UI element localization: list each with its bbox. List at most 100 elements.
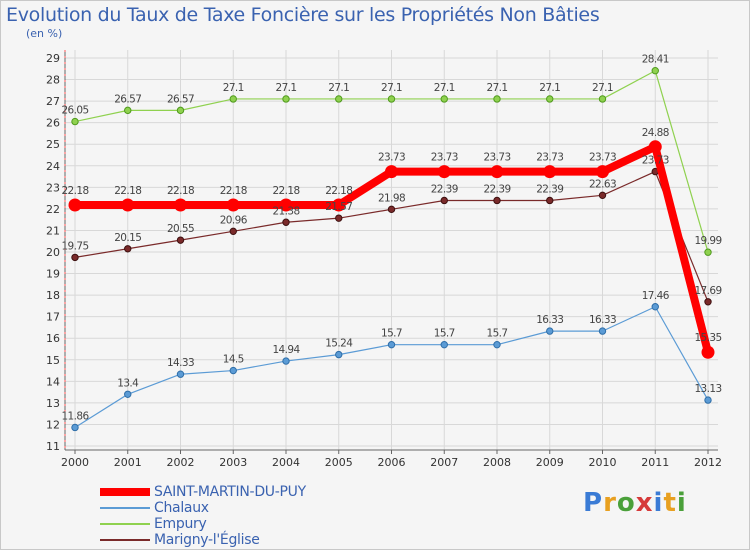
- y-tick-label: 18: [46, 289, 60, 302]
- line-chart: 11 12 13 14 15 16 17 18 19 20 21 22 23 24 25 26 27 28 29 20…: [46, 50, 722, 469]
- series-point: [387, 205, 396, 214]
- y-tick-label: 17: [46, 311, 60, 324]
- series-point: [124, 245, 132, 253]
- y-tick-label: 19: [46, 268, 60, 281]
- y-tick-label: 21: [46, 224, 60, 237]
- x-tick-label: 2005: [325, 456, 353, 469]
- y-tick-label: 11: [46, 440, 60, 453]
- data-label: 14.94: [272, 344, 300, 356]
- y-tick-label: 14: [46, 375, 60, 388]
- logo-letter: P: [583, 488, 604, 518]
- legend-label: Empury: [154, 516, 207, 532]
- data-label: 20.15: [114, 232, 141, 244]
- x-tick-label: 2001: [114, 456, 142, 469]
- data-label: 16.33: [536, 314, 563, 326]
- legend-item: SAINT-MARTIN-DU-PUY: [100, 484, 306, 500]
- series-point: [332, 198, 346, 212]
- y-tick-label: 20: [46, 246, 60, 259]
- data-label: 23.73: [483, 152, 510, 164]
- series-point: [176, 236, 185, 244]
- series-point: [229, 95, 237, 103]
- series-point: [701, 345, 715, 359]
- y-tick-label: 12: [46, 418, 60, 431]
- series-point: [282, 218, 290, 226]
- chart-title: Evolution du Taux de Taxe Foncière sur l…: [6, 4, 600, 26]
- data-label: 22.18: [61, 185, 88, 197]
- y-tick-label: 13: [46, 397, 60, 410]
- data-label: 22.39: [483, 183, 510, 195]
- series-point: [71, 423, 79, 432]
- chart-unit-label: (en %): [26, 27, 63, 40]
- y-tick-label: 26: [46, 117, 60, 130]
- data-label: 15.35: [694, 332, 721, 344]
- series-point: [543, 165, 557, 179]
- series-point: [493, 340, 501, 349]
- data-label: 27.1: [381, 82, 402, 94]
- logo-letter: t: [663, 488, 677, 518]
- data-label: 23.73: [378, 152, 405, 164]
- x-tick-label: 2008: [483, 456, 511, 469]
- data-label: 20.55: [167, 223, 194, 235]
- data-label: 26.57: [114, 93, 141, 105]
- legend-label: Marigny-l'Église: [154, 532, 260, 548]
- y-tick-label: 15: [46, 354, 60, 367]
- y-tick-label: 24: [46, 160, 60, 173]
- logo-letter: i: [676, 488, 687, 518]
- data-label: 20.96: [220, 214, 248, 226]
- data-label: 23.73: [642, 155, 669, 167]
- series-point: [490, 165, 504, 179]
- logo-letter: o: [616, 488, 636, 518]
- series-point: [546, 196, 554, 205]
- y-tick-label: 16: [46, 332, 60, 345]
- series-point: [493, 95, 501, 103]
- y-tick-label: 25: [46, 138, 60, 151]
- series-point: [704, 396, 712, 404]
- legend-item: Empury: [100, 516, 306, 532]
- series-point: [704, 248, 712, 256]
- data-label: 22.18: [167, 185, 194, 197]
- series-point: [387, 340, 396, 349]
- data-label: 23.73: [589, 152, 616, 164]
- data-label: 26.57: [167, 93, 194, 105]
- data-label: 19.99: [694, 235, 721, 247]
- data-label: 15.7: [487, 328, 508, 340]
- series-point: [176, 106, 185, 115]
- series-point: [174, 198, 187, 212]
- series-point: [71, 253, 79, 262]
- x-tick-label: 2010: [589, 456, 617, 469]
- data-label: 22.39: [536, 183, 563, 195]
- data-label: 23.73: [431, 152, 458, 164]
- series-point: [598, 191, 607, 200]
- series-point: [437, 165, 451, 179]
- data-label: 17.46: [642, 290, 670, 302]
- series-point: [385, 165, 398, 179]
- series-point: [598, 327, 607, 335]
- series-point: [704, 298, 712, 306]
- data-label: 19.75: [61, 240, 88, 252]
- series-point: [335, 350, 343, 359]
- series-point: [335, 95, 343, 103]
- data-label: 27.1: [539, 82, 560, 94]
- data-label: 22.18: [272, 185, 299, 197]
- series-point: [546, 327, 554, 335]
- series-point: [546, 95, 554, 103]
- series-point: [121, 198, 135, 212]
- legend-item: Chalaux: [100, 500, 306, 516]
- data-label: 15.7: [434, 328, 455, 340]
- series-point: [651, 67, 659, 75]
- series-point: [229, 366, 237, 375]
- data-label: 27.1: [434, 82, 455, 94]
- series-point: [598, 95, 607, 103]
- data-label: 23.73: [536, 152, 563, 164]
- series-point: [124, 106, 132, 115]
- chart-legend: SAINT-MARTIN-DU-PUY Chalaux Empury Marigny-…: [100, 484, 306, 548]
- x-tick-label: 2003: [219, 456, 247, 469]
- series-point: [335, 214, 343, 222]
- series-point: [282, 95, 290, 103]
- data-label: 22.63: [589, 178, 616, 190]
- data-label: 11.86: [61, 410, 89, 422]
- logo-letter: x: [635, 488, 654, 518]
- y-tick-label: 22: [46, 203, 60, 216]
- data-label: 24.88: [642, 127, 669, 139]
- series-point: [71, 117, 79, 126]
